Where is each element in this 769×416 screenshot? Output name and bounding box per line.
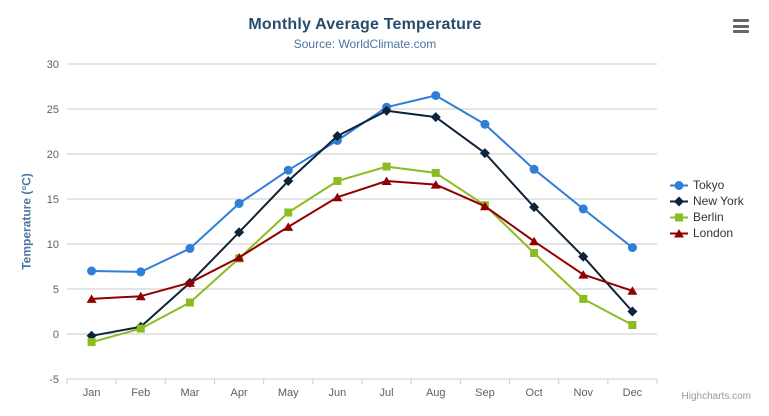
- y-axis-tick-label: 0: [53, 329, 59, 341]
- diamond-marker-icon: [670, 196, 688, 206]
- legend: Tokyo New York Berlin London: [670, 177, 744, 241]
- data-point-tokyo[interactable]: [627, 243, 637, 253]
- series-line-tokyo[interactable]: [90, 94, 634, 273]
- data-point-london[interactable]: [332, 192, 343, 202]
- data-point-new-york[interactable]: [283, 176, 294, 186]
- x-axis-tick-label: Feb: [131, 387, 150, 399]
- y-axis-tick-label: 30: [47, 59, 59, 71]
- series-london: [86, 176, 638, 303]
- circle-marker-icon: [670, 180, 688, 190]
- export-menu-button[interactable]: [733, 19, 749, 33]
- y-axis-tick-label: -5: [49, 374, 59, 386]
- x-axis-tick-label: Apr: [231, 387, 248, 399]
- data-point-new-york[interactable]: [578, 251, 589, 262]
- data-point-london[interactable]: [627, 286, 638, 295]
- data-point-london[interactable]: [184, 278, 195, 287]
- series-tokyo: [87, 91, 637, 277]
- legend-item-tokyo[interactable]: Tokyo: [670, 177, 744, 193]
- hamburger-menu-icon: [733, 30, 749, 33]
- data-point-berlin[interactable]: [185, 298, 194, 307]
- x-axis-tick-label: Jul: [380, 387, 394, 399]
- hamburger-menu-icon: [733, 24, 749, 28]
- x-axis-tick-label: Nov: [573, 387, 593, 399]
- data-point-new-york[interactable]: [381, 105, 392, 116]
- hamburger-menu-icon: [733, 19, 749, 22]
- data-point-london[interactable]: [430, 180, 441, 189]
- triangle-marker-icon: [670, 228, 688, 238]
- series-line-london[interactable]: [90, 180, 634, 300]
- data-point-new-york[interactable]: [479, 148, 490, 159]
- data-point-london[interactable]: [135, 291, 146, 301]
- y-axis-tick-label: 25: [47, 104, 59, 116]
- x-axis-tick-label: Jun: [329, 387, 347, 399]
- chart-subtitle: Source: WorldClimate.com: [293, 37, 437, 51]
- legend-item-london[interactable]: London: [670, 225, 744, 241]
- data-point-berlin[interactable]: [136, 324, 145, 333]
- legend-label: Tokyo: [693, 178, 725, 192]
- data-point-berlin[interactable]: [284, 208, 293, 217]
- x-axis-tick-label: Jan: [83, 387, 101, 399]
- x-axis-tick-label: Aug: [426, 387, 446, 399]
- data-point-berlin[interactable]: [628, 321, 637, 329]
- series-new-york: [86, 105, 638, 341]
- legend-label: Berlin: [693, 210, 724, 224]
- y-axis-tick-label: 10: [47, 239, 59, 251]
- data-point-tokyo[interactable]: [136, 267, 146, 277]
- data-point-berlin[interactable]: [87, 338, 96, 347]
- legend-label: London: [693, 226, 734, 240]
- data-point-london[interactable]: [283, 222, 294, 231]
- data-point-london[interactable]: [529, 236, 540, 246]
- data-point-tokyo[interactable]: [529, 164, 539, 174]
- data-point-tokyo[interactable]: [578, 204, 588, 214]
- data-point-berlin[interactable]: [579, 294, 588, 303]
- y-axis-tick-label: 15: [47, 194, 59, 206]
- x-axis-tick-label: May: [278, 387, 299, 399]
- legend-item-berlin[interactable]: Berlin: [670, 209, 744, 225]
- data-point-tokyo[interactable]: [480, 119, 490, 129]
- y-axis-tick-label: 20: [47, 149, 59, 161]
- series-line-berlin[interactable]: [90, 165, 634, 344]
- legend-marker-london[interactable]: [674, 228, 684, 238]
- data-point-new-york[interactable]: [529, 202, 540, 213]
- legend-item-new-york[interactable]: New York: [670, 193, 744, 209]
- data-point-berlin[interactable]: [431, 168, 440, 177]
- data-point-london[interactable]: [234, 253, 245, 262]
- x-axis-tick-label: Sep: [475, 387, 495, 399]
- legend-label: New York: [693, 194, 744, 208]
- x-axis-tick-label: Mar: [180, 387, 199, 399]
- data-point-new-york[interactable]: [430, 112, 441, 123]
- y-axis-tick-label: 5: [53, 284, 59, 296]
- data-point-new-york[interactable]: [234, 227, 245, 238]
- series-line-new-york[interactable]: [90, 109, 634, 337]
- legend-marker-new-york[interactable]: [674, 196, 684, 206]
- data-point-london[interactable]: [86, 294, 97, 303]
- data-point-tokyo[interactable]: [431, 91, 441, 100]
- data-point-new-york[interactable]: [332, 131, 343, 141]
- data-point-berlin[interactable]: [333, 177, 342, 185]
- square-marker-icon: [670, 213, 688, 221]
- data-point-london[interactable]: [381, 176, 392, 186]
- data-point-tokyo[interactable]: [234, 199, 244, 208]
- legend-marker-tokyo[interactable]: [674, 180, 684, 190]
- x-axis-tick-label: Oct: [526, 387, 543, 399]
- x-axis-tick-label: Dec: [623, 387, 643, 399]
- data-point-tokyo[interactable]: [87, 266, 97, 276]
- data-point-london[interactable]: [479, 201, 490, 211]
- chart-title: Monthly Average Temperature: [248, 16, 482, 33]
- data-point-tokyo[interactable]: [185, 244, 195, 253]
- data-point-berlin[interactable]: [530, 249, 539, 257]
- data-point-new-york[interactable]: [627, 306, 638, 317]
- legend-marker-berlin[interactable]: [675, 213, 683, 221]
- data-point-berlin[interactable]: [382, 162, 391, 171]
- data-point-tokyo[interactable]: [283, 165, 293, 175]
- data-point-london[interactable]: [578, 270, 589, 279]
- credits-link[interactable]: Highcharts.com: [681, 391, 751, 402]
